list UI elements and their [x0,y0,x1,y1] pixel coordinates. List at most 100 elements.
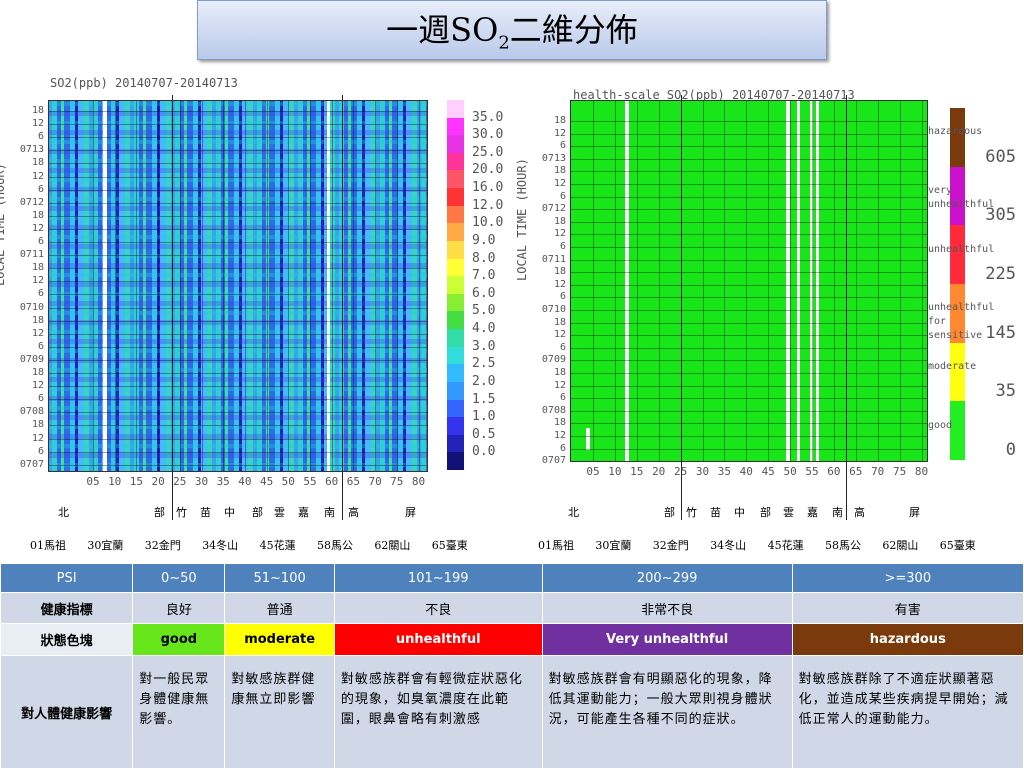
y-tick-label: 12 [31,118,44,130]
x-tick-label: 55 [303,475,317,488]
grid-line [201,100,203,472]
station-label: 01馬祖 [538,539,574,552]
grid-line [570,385,928,387]
colorbar-value: 0 [1005,440,1016,460]
y-tick-label: 6 [37,340,44,352]
y-tick-label: 12 [31,275,44,287]
y-tick-label: 18 [553,266,566,278]
y-tick-label: 12 [31,432,44,444]
region-label: 屏 [405,506,416,519]
colorbar-swatch [950,225,965,284]
y-tick-label: 18 [31,157,44,169]
gap-stripe [786,100,790,462]
y-tick-label: 18 [553,367,566,378]
grid-line [48,268,428,270]
x-tick-label: 40 [739,465,753,478]
x-tick-label: 65 [346,475,361,488]
colorbar-swatch [950,401,965,460]
grid-line [614,100,616,462]
region-label: 部 [664,506,675,519]
x-tick-label: 35 [216,475,230,488]
colorbar-swatch [447,329,464,348]
y-tick-label: 12 [553,127,566,139]
region-label: 雲 [274,506,285,519]
grid-line [570,158,928,160]
grid-line [179,100,181,472]
y-tick-label: 6 [559,140,566,152]
colorbar-swatch [447,434,464,453]
grid-line [136,100,138,472]
table-cell: 對敏感族群除了不適症狀顯著惡化，並造成某些疾病提早開始；減低正常人的運動能力。 [791,655,1024,768]
x-tick-label: 45 [761,465,775,478]
x-tick-label: 10 [108,475,122,488]
grid-line [570,259,928,261]
x-tick-label: 45 [259,475,274,488]
plot-title: health-scale SO2(ppb) 20140707-20140713 [573,88,855,102]
y-axis-label: LOCAL TIME (HOUR) [0,163,7,286]
grid-line [266,100,268,472]
table-row: 健康指標 良好 普通 不良 非常不良 有害 [0,592,1024,624]
station-label: 65臺東 [431,539,468,552]
grid-line [570,146,928,148]
station-label: 58馬公 [825,539,861,552]
plot-frame [570,100,928,462]
grid-line [288,100,290,472]
grid-line [48,242,428,243]
table-row: 狀態色塊 good moderate unhealthful Very unhealth… [0,623,1024,656]
grid-line [570,247,928,248]
grid-line [570,297,928,299]
grid-line [570,360,928,362]
colorbar-swatch [447,452,464,471]
y-tick-label: 12 [31,170,44,182]
grid-line [570,234,928,236]
grid-line [702,100,704,462]
colorbar-swatch [447,311,464,330]
y-tick-label: 0711 [19,249,44,261]
y-tick-label: 0713 [19,144,44,156]
y-tick-label: 18 [553,316,566,328]
y-tick-label: 6 [37,183,44,195]
table-cell: 非常不良 [541,592,793,624]
y-tick-label: 12 [553,329,566,341]
grid-line [48,228,428,230]
colorbar-swatch [447,258,464,277]
y-tick-label: 0708 [19,406,44,418]
colorbar-label: 16.0 [472,180,504,196]
region-label: 嘉 [807,506,818,519]
y-tick-label: 6 [559,241,566,252]
colorbar-swatch [447,205,464,224]
grid-line [570,436,928,437]
y-tick-label: 6 [37,236,44,247]
x-tick-label: 40 [238,475,252,488]
colorbar-value: 145 [985,322,1016,343]
station-label: 45花蓮 [767,539,804,552]
table-cell: 有害 [791,592,1024,624]
grid-line [570,310,928,311]
colorbar-swatch [447,152,464,171]
x-tick-label: 05 [586,465,600,478]
colorbar-label: 1.0 [472,409,496,425]
y-tick-label: 6 [37,288,44,300]
x-tick-label: 20 [151,475,165,488]
colorbar-label: 7.0 [472,268,496,284]
grid-line [48,215,428,217]
y-tick-label: 0710 [541,304,566,315]
table-cell: moderate [224,623,335,656]
grid-line [48,464,428,466]
grid-line [93,100,94,472]
plot-frame [48,100,428,472]
level-label: unhealthful for sensitive [928,302,995,342]
region-label: 中 [734,506,745,519]
y-tick-label: 12 [31,222,44,234]
y-tick-label: 0709 [541,354,566,366]
colorbar-label: 25.0 [472,144,504,160]
x-tick-label: 05 [86,475,100,488]
title-subscript: 2 [498,32,510,54]
grid-line [724,100,726,462]
y-tick-label: 6 [559,291,566,303]
y-tick-label: 0711 [541,253,566,265]
x-tick-label: 25 [173,475,187,488]
gap-stripe [586,428,590,450]
colorbar-value: 225 [985,264,1016,284]
x-tick-label: 70 [871,465,885,478]
